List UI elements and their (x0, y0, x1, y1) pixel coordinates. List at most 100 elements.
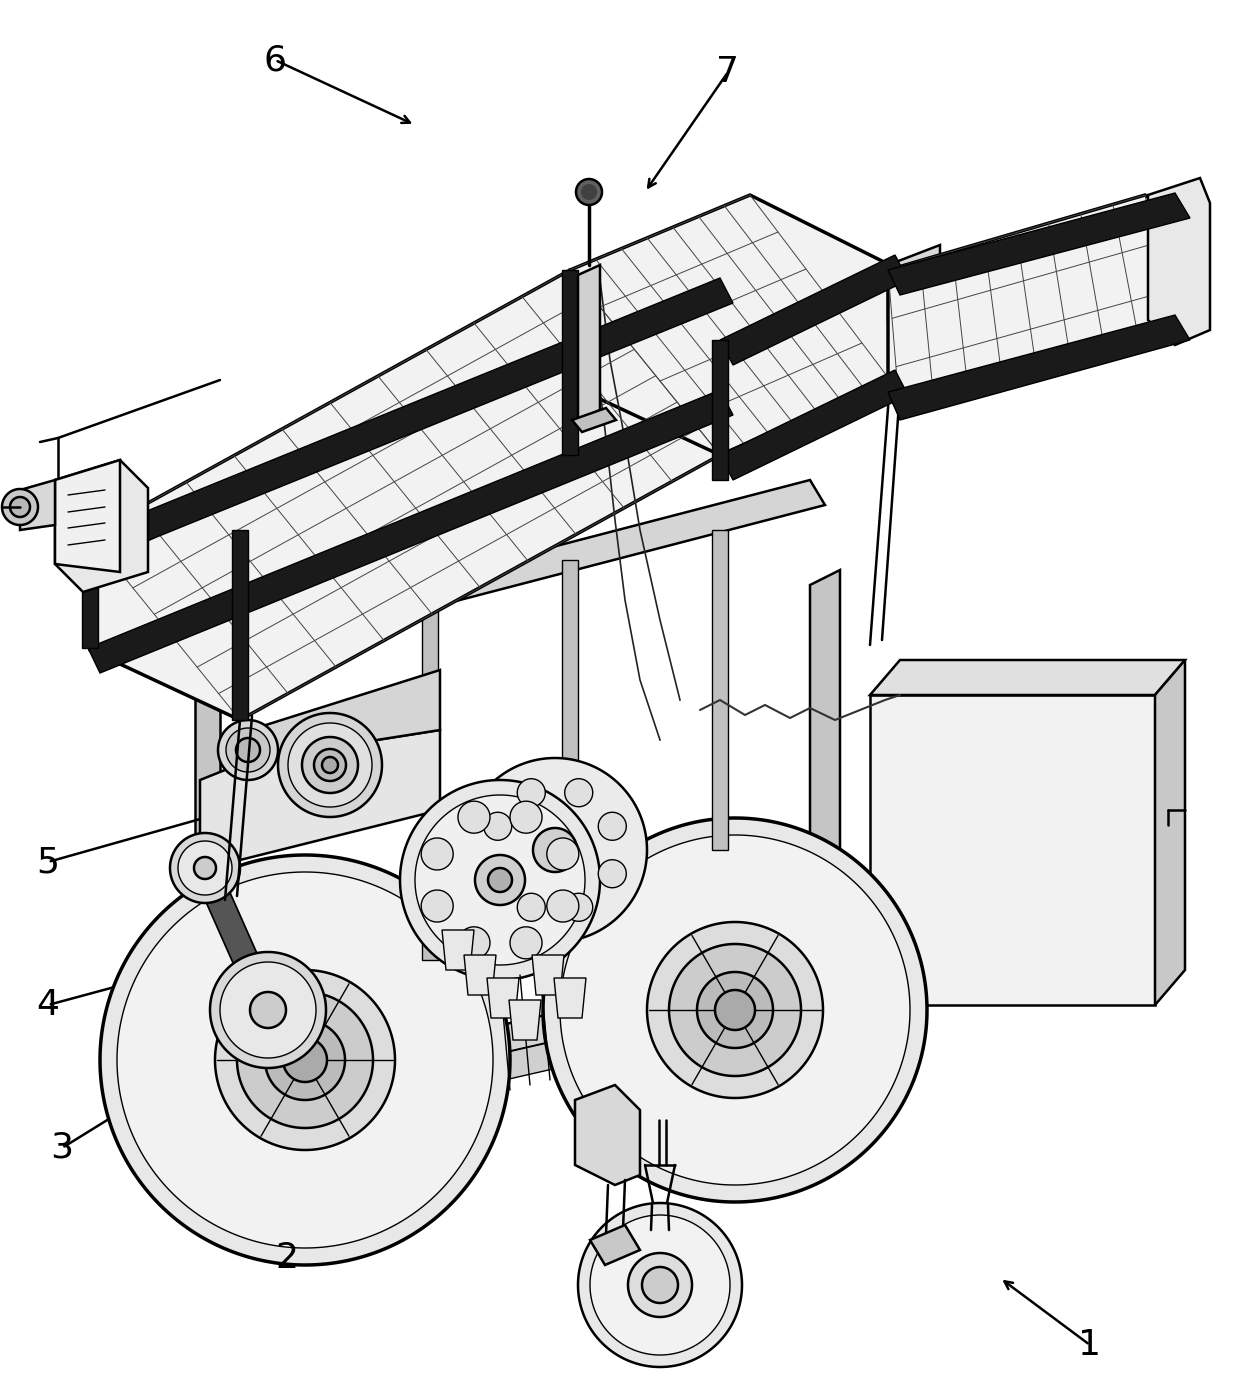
Polygon shape (562, 270, 578, 455)
Polygon shape (1148, 178, 1210, 346)
Polygon shape (179, 841, 232, 895)
Polygon shape (10, 497, 30, 518)
Polygon shape (193, 858, 216, 879)
Polygon shape (226, 727, 270, 772)
Polygon shape (458, 926, 490, 958)
Polygon shape (401, 781, 600, 979)
Polygon shape (91, 270, 720, 720)
Polygon shape (265, 1020, 345, 1100)
Polygon shape (888, 193, 1190, 295)
Polygon shape (236, 739, 260, 762)
Polygon shape (532, 956, 564, 995)
Polygon shape (117, 872, 494, 1248)
Text: 6: 6 (263, 43, 286, 77)
Polygon shape (415, 795, 585, 965)
Polygon shape (193, 863, 279, 1014)
Polygon shape (647, 922, 823, 1098)
Polygon shape (283, 1038, 327, 1081)
Polygon shape (232, 530, 248, 720)
Text: 1: 1 (1079, 1328, 1101, 1363)
Polygon shape (517, 894, 546, 922)
Polygon shape (642, 1267, 678, 1302)
Polygon shape (598, 860, 626, 888)
Polygon shape (484, 813, 512, 841)
Polygon shape (582, 185, 596, 200)
Polygon shape (322, 757, 339, 774)
Polygon shape (489, 867, 512, 893)
Polygon shape (195, 639, 219, 1095)
Polygon shape (82, 534, 98, 648)
Polygon shape (590, 1226, 640, 1265)
Polygon shape (278, 713, 382, 817)
Polygon shape (712, 340, 728, 480)
Polygon shape (508, 1000, 541, 1039)
Polygon shape (55, 460, 120, 572)
Polygon shape (547, 890, 579, 922)
Text: 7: 7 (717, 55, 739, 90)
Polygon shape (195, 480, 825, 665)
Polygon shape (487, 978, 520, 1018)
Polygon shape (888, 194, 1176, 416)
Polygon shape (627, 1254, 692, 1316)
Polygon shape (458, 802, 490, 834)
Polygon shape (241, 390, 730, 620)
Polygon shape (578, 1203, 742, 1367)
Polygon shape (533, 828, 577, 872)
Polygon shape (463, 758, 647, 942)
Polygon shape (88, 390, 733, 673)
Polygon shape (250, 670, 440, 760)
Polygon shape (2, 490, 38, 525)
Polygon shape (219, 963, 316, 1058)
Polygon shape (1154, 660, 1185, 1004)
Polygon shape (560, 835, 910, 1185)
Polygon shape (441, 930, 474, 970)
Polygon shape (475, 855, 525, 905)
Polygon shape (810, 569, 839, 960)
Polygon shape (55, 460, 148, 592)
Text: 3: 3 (51, 1130, 73, 1165)
Polygon shape (288, 723, 372, 807)
Polygon shape (237, 992, 373, 1128)
Polygon shape (200, 730, 440, 870)
Polygon shape (572, 409, 616, 432)
Text: 4: 4 (36, 988, 60, 1023)
Polygon shape (303, 737, 358, 793)
Polygon shape (88, 278, 733, 560)
Polygon shape (888, 245, 940, 320)
Polygon shape (570, 194, 890, 455)
Polygon shape (218, 720, 278, 781)
Polygon shape (720, 255, 908, 365)
Polygon shape (215, 970, 396, 1150)
Polygon shape (564, 894, 593, 922)
Polygon shape (20, 480, 55, 530)
Polygon shape (578, 264, 600, 420)
Polygon shape (464, 956, 496, 995)
Polygon shape (314, 748, 346, 781)
Polygon shape (888, 315, 1190, 420)
Polygon shape (697, 972, 773, 1048)
Polygon shape (250, 992, 286, 1028)
Text: 2: 2 (275, 1241, 299, 1274)
Polygon shape (543, 818, 928, 1202)
Polygon shape (577, 179, 601, 206)
Polygon shape (564, 779, 593, 807)
Text: 5: 5 (36, 845, 60, 879)
Polygon shape (422, 890, 453, 922)
Polygon shape (554, 978, 587, 1018)
Polygon shape (170, 832, 241, 902)
Polygon shape (195, 950, 844, 1121)
Polygon shape (870, 695, 1154, 1004)
Polygon shape (590, 1214, 730, 1356)
Polygon shape (422, 600, 438, 960)
Polygon shape (484, 860, 512, 888)
Polygon shape (100, 855, 510, 1265)
Polygon shape (575, 1086, 640, 1185)
Polygon shape (715, 990, 755, 1030)
Polygon shape (720, 369, 908, 480)
Polygon shape (712, 530, 728, 851)
Polygon shape (210, 951, 326, 1067)
Polygon shape (517, 779, 546, 807)
Polygon shape (210, 975, 856, 1144)
Polygon shape (870, 660, 1185, 695)
Polygon shape (422, 838, 453, 870)
